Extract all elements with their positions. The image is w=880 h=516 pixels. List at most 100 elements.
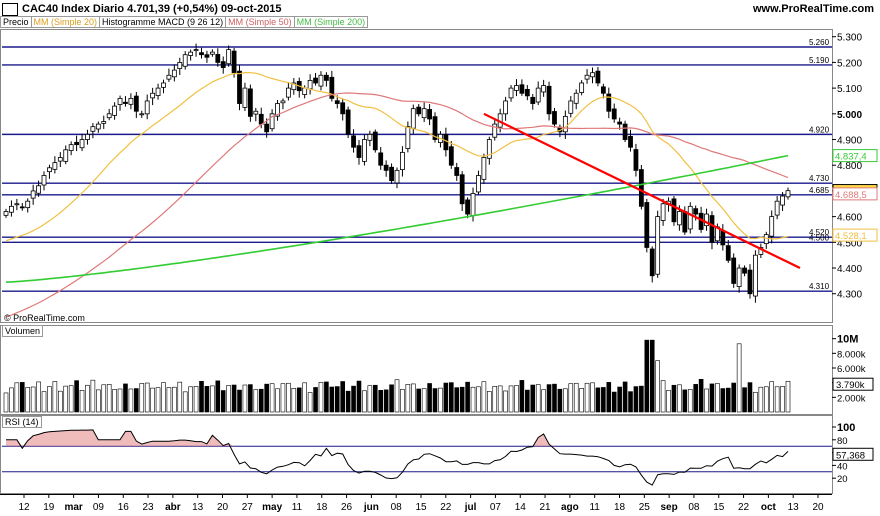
candle xyxy=(742,267,747,274)
candle xyxy=(546,85,552,115)
volume-panel-label[interactable]: Volumen xyxy=(2,325,44,337)
candle xyxy=(503,100,509,115)
volume-bar xyxy=(535,384,541,413)
volume-bar xyxy=(400,389,405,413)
volume-bar xyxy=(611,391,617,413)
candle xyxy=(242,87,248,108)
candle xyxy=(231,50,237,74)
volume-bar xyxy=(74,380,79,413)
candle xyxy=(769,216,775,237)
candle xyxy=(74,141,79,146)
candle xyxy=(3,211,9,216)
rsi-panel-label[interactable]: RSI (14) xyxy=(2,416,42,428)
volume-bar xyxy=(79,389,85,413)
volume-bar xyxy=(286,382,291,413)
candle xyxy=(307,80,313,90)
volume-bar xyxy=(3,392,9,413)
value-tag-0 xyxy=(832,149,878,163)
volume-bar xyxy=(9,387,14,413)
candle xyxy=(763,234,769,245)
volume-bar xyxy=(41,391,47,413)
volume-bar xyxy=(128,388,134,413)
candle xyxy=(30,190,36,199)
volume-bar xyxy=(698,378,704,413)
candle xyxy=(704,213,709,227)
candle xyxy=(372,131,378,151)
candle xyxy=(25,200,31,209)
x-tick-label-0: 12 xyxy=(18,502,30,513)
volume-bar xyxy=(780,386,785,413)
x-tick-label-18: jul xyxy=(464,502,477,513)
candle xyxy=(324,74,329,81)
tab-price[interactable]: Precio xyxy=(0,16,32,28)
volume-bar xyxy=(258,388,264,413)
x-tick-label-28: 15 xyxy=(713,502,725,513)
volume-bars xyxy=(3,339,791,413)
volume-bar xyxy=(210,385,215,413)
chart-title: CAC40 Index Diario 4.701,39 (+0,54%) 09-… xyxy=(22,3,282,15)
candle xyxy=(638,169,644,207)
ma20-line xyxy=(5,71,789,242)
volume-bar xyxy=(677,384,682,413)
volume-bar xyxy=(573,382,579,413)
x-tick-label-19: 07 xyxy=(490,502,502,513)
candle xyxy=(552,111,557,125)
candle xyxy=(470,193,476,216)
volume-bar xyxy=(204,386,210,413)
site-link[interactable]: www.ProRealTime.com xyxy=(752,3,874,15)
level-label-4: 4.685 xyxy=(809,186,830,195)
volume-bar xyxy=(666,389,671,413)
volume-bar xyxy=(329,386,335,413)
x-tick-label-11: 11 xyxy=(292,502,303,513)
candle xyxy=(139,113,145,116)
candle xyxy=(161,82,166,88)
x-tick-label-14: jun xyxy=(363,502,379,513)
volume-bar xyxy=(438,387,443,413)
price-tick-label-10: 5.300 xyxy=(837,33,862,44)
volume-bar xyxy=(188,386,193,413)
volume-bar xyxy=(508,385,514,413)
tab-macd[interactable]: Histogramme MACD (9 26 12) xyxy=(100,16,227,28)
tab-ma50[interactable]: MM (Simple 50) xyxy=(226,16,295,28)
volume-bar xyxy=(193,386,199,413)
volume-bar xyxy=(753,391,758,413)
x-tick-label-22: ago xyxy=(561,502,579,513)
volume-bar xyxy=(248,384,253,413)
candle xyxy=(524,88,530,97)
tab-ma200[interactable]: MM (Simple 200) xyxy=(294,16,369,28)
candle xyxy=(79,139,85,149)
volume-bar xyxy=(90,379,96,413)
candle xyxy=(394,169,400,184)
volume-bar xyxy=(525,389,530,413)
value-tag-3 xyxy=(832,228,878,242)
volume-bar xyxy=(655,360,660,413)
volume-bar xyxy=(242,384,248,413)
instrument-icon[interactable] xyxy=(2,3,18,16)
candle xyxy=(85,133,90,140)
candle xyxy=(144,100,150,115)
candle xyxy=(378,152,384,166)
level-label-7: 4.310 xyxy=(809,282,830,291)
volume-value-label: 3.790k xyxy=(836,380,865,391)
volume-bar xyxy=(758,386,764,413)
candle xyxy=(36,185,41,194)
tab-ma20[interactable]: MM (Simple 20) xyxy=(31,16,101,28)
candle xyxy=(573,92,579,104)
volume-bar xyxy=(264,383,269,413)
candle xyxy=(389,166,394,182)
volume-bar xyxy=(731,382,736,413)
candle xyxy=(753,254,758,297)
x-tick-label-20: 14 xyxy=(515,502,527,513)
price-tick-label-5: 4.800 xyxy=(837,161,862,172)
volume-bar xyxy=(671,384,677,413)
volume-bar xyxy=(470,386,476,413)
volume-bar xyxy=(296,387,302,413)
candle xyxy=(133,95,139,112)
volume-bar xyxy=(14,382,20,413)
volume-tick-label-0: 10M xyxy=(837,334,858,346)
volume-bar xyxy=(682,389,688,413)
volume-bar xyxy=(660,380,666,413)
x-tick-label-24: 18 xyxy=(614,502,626,513)
candle xyxy=(671,198,677,223)
volume-value-tag xyxy=(832,377,874,391)
